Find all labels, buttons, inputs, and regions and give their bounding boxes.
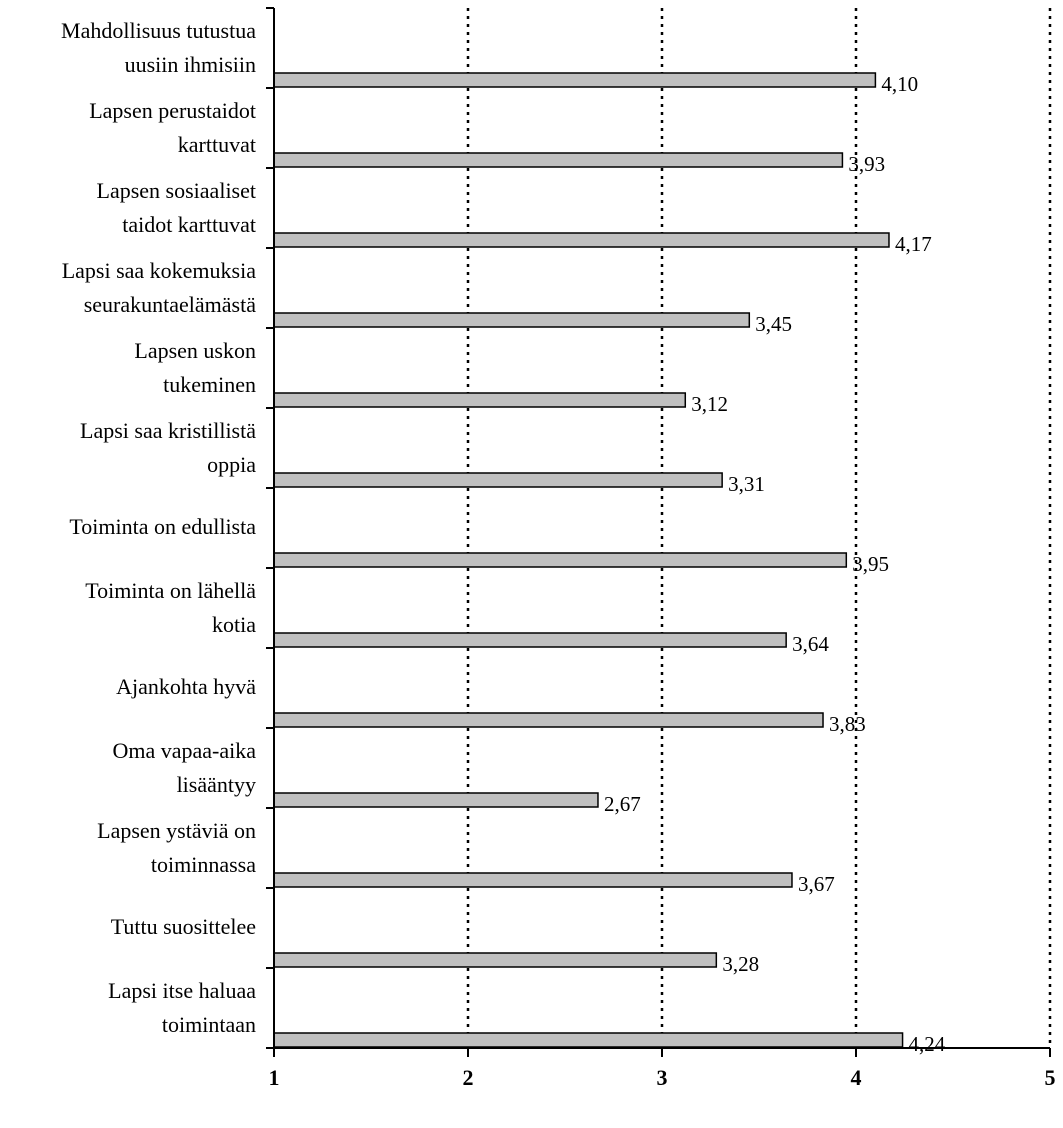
- category-label: Lapsi saa kokemuksia seurakuntaelämästä: [62, 258, 257, 317]
- value-label: 4,10: [881, 72, 918, 96]
- bar: [273, 72, 877, 88]
- category-label: Lapsen uskon tukeminen: [134, 338, 256, 397]
- bar: [273, 872, 793, 888]
- category-label: Ajankohta hyvä: [116, 674, 256, 699]
- bar: [273, 792, 599, 808]
- value-label: 3,83: [829, 712, 866, 736]
- category-label: Toiminta on lähellä kotia: [85, 578, 256, 637]
- value-label: 3,67: [798, 872, 835, 896]
- x-tick-label: 4: [851, 1065, 862, 1090]
- axes: [266, 7, 1051, 1057]
- x-tick-label: 5: [1045, 1065, 1056, 1090]
- bars: [273, 72, 904, 1048]
- bar: [273, 1032, 904, 1048]
- bar: [273, 392, 687, 408]
- bar: [273, 312, 751, 328]
- value-label: 3,12: [691, 392, 728, 416]
- value-label: 4,24: [909, 1032, 946, 1056]
- value-label: 3,64: [792, 632, 829, 656]
- x-tick-label: 3: [657, 1065, 668, 1090]
- value-label: 2,67: [604, 792, 641, 816]
- value-label: 3,28: [722, 952, 759, 976]
- category-label: Lapsi itse haluaa toimintaan: [108, 978, 256, 1037]
- bar: [273, 552, 848, 568]
- bar: [273, 232, 890, 248]
- category-label: Oma vapaa-aika lisääntyy: [112, 738, 256, 797]
- value-label: 3,93: [848, 152, 885, 176]
- bar: [273, 712, 824, 728]
- bar: [273, 472, 723, 488]
- category-label: Toiminta on edullista: [69, 514, 256, 539]
- x-tick-label: 2: [463, 1065, 474, 1090]
- category-label: Lapsi saa kristillistä oppia: [80, 418, 256, 477]
- value-label: 3,31: [728, 472, 765, 496]
- value-label: 3,95: [852, 552, 889, 576]
- category-label: Lapsen ystäviä on toiminnassa: [97, 818, 256, 877]
- category-label: Mahdollisuus tutustua uusiin ihmisiin: [61, 18, 256, 77]
- bar: [273, 632, 787, 648]
- x-tick-label: 1: [269, 1065, 280, 1090]
- bar: [273, 152, 844, 168]
- category-label: Lapsen sosiaaliset taidot karttuvat: [97, 178, 256, 237]
- labels: 4,10 Mahdollisuus tutustua uusiin ihmisiin…: [61, 18, 1055, 1090]
- value-label: 3,45: [755, 312, 792, 336]
- value-label: 4,17: [895, 232, 932, 256]
- category-label: Lapsen perustaidot karttuvat: [89, 98, 256, 157]
- bar: [273, 952, 718, 968]
- category-label: Tuttu suosittelee: [111, 914, 256, 939]
